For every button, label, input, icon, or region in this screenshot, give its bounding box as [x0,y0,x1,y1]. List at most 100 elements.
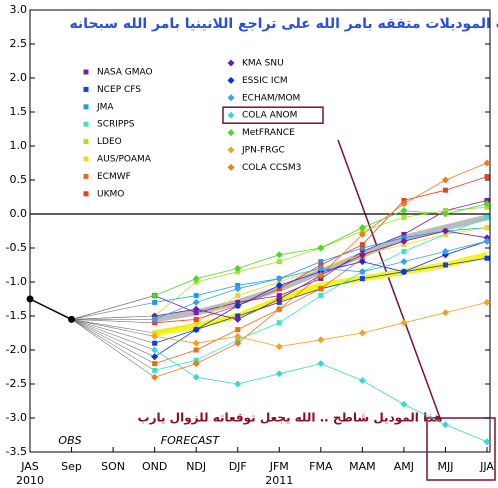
x-tick-label: OND [142,460,167,473]
marker [151,373,159,381]
y-tick-label: -0.5 [6,241,27,254]
marker [358,230,366,238]
obs-label: OBS [58,434,81,447]
marker [275,281,283,289]
marker [275,275,283,283]
marker [192,360,200,368]
marker [359,276,365,282]
x-tick-label: MJJ [437,460,453,473]
marker [483,237,491,245]
marker [234,332,242,340]
marker [234,264,242,272]
marker [234,302,242,310]
marker [400,237,408,245]
marker [400,400,408,408]
marker [234,315,242,323]
connector [71,315,155,320]
marker [235,327,241,333]
obs-line [29,298,72,321]
connector [71,319,155,344]
marker [441,227,449,235]
connector [71,319,155,334]
legend-marker [83,156,89,162]
plot-frame [29,9,491,453]
x-tick-label: FMA [309,460,333,473]
x-tick-label: NDJ [186,460,206,473]
pointer-line [337,139,441,419]
marker [400,268,408,276]
marker [358,258,366,266]
marker [483,159,491,167]
marker [192,373,200,381]
chart-title: أغلب الموديلات متفقه بامر الله على تراجع… [69,14,498,32]
x-tick-label: AMJ [394,460,414,473]
marker [193,293,199,299]
legend-label: COLA CCSM3 [242,163,301,173]
x-tick-label: JFM [269,460,289,473]
marker [192,275,200,283]
legend-marker [227,94,235,102]
marker [193,316,199,322]
marker [401,214,407,220]
marker [400,258,408,266]
marker [441,309,449,317]
y-tick-label: -2.0 [6,343,27,356]
marker [152,361,158,367]
marker [358,251,366,259]
marker [401,248,407,254]
marker [152,367,158,373]
connector [71,319,155,378]
legend-marker [83,139,89,145]
x-tick-label: SON [101,460,125,473]
x-tick-label: JAS [20,460,39,473]
marker [192,326,200,334]
legend-marker [83,121,89,127]
x-year-label: 2011 [265,474,293,487]
marker [318,286,324,292]
marker [401,231,407,237]
marker [358,268,366,276]
marker [441,421,449,429]
marker [441,176,449,184]
marker [484,255,490,261]
marker [151,332,159,340]
connector [71,319,155,364]
legend-label: ESSIC ICM [242,76,288,86]
marker [484,214,490,220]
x-tick-label: DJF [229,460,247,473]
y-tick-label: -3.0 [6,411,27,424]
marker [400,207,408,215]
marker [400,319,408,327]
legend-label: UKMO [97,189,124,199]
marker [151,292,159,300]
marker [441,247,449,255]
legend-marker [83,86,89,92]
connector [71,319,155,337]
legend-marker [227,129,235,137]
legend-label: AUS/POAMA [97,155,152,165]
y-tick-label: 3.0 [10,3,28,16]
marker [359,242,365,248]
marker [275,343,283,351]
y-tick-label: 2.0 [10,71,28,84]
legend-label: LDEO [97,137,122,147]
marker [275,251,283,259]
marker [275,305,283,313]
legend-marker [83,69,89,75]
marker [152,299,158,305]
marker [483,438,491,446]
marker [484,225,490,231]
y-tick-label: 1.5 [10,105,28,118]
connector [71,319,155,324]
obs-marker [26,295,34,303]
legend-marker [83,104,89,110]
y-tick-label: -3.5 [6,445,27,458]
marker [234,285,242,293]
marker [441,210,449,218]
legend-label: ECHAM/MOM [242,93,300,103]
highlight-box [426,417,496,481]
connector [71,319,155,371]
legend-marker [83,191,89,197]
